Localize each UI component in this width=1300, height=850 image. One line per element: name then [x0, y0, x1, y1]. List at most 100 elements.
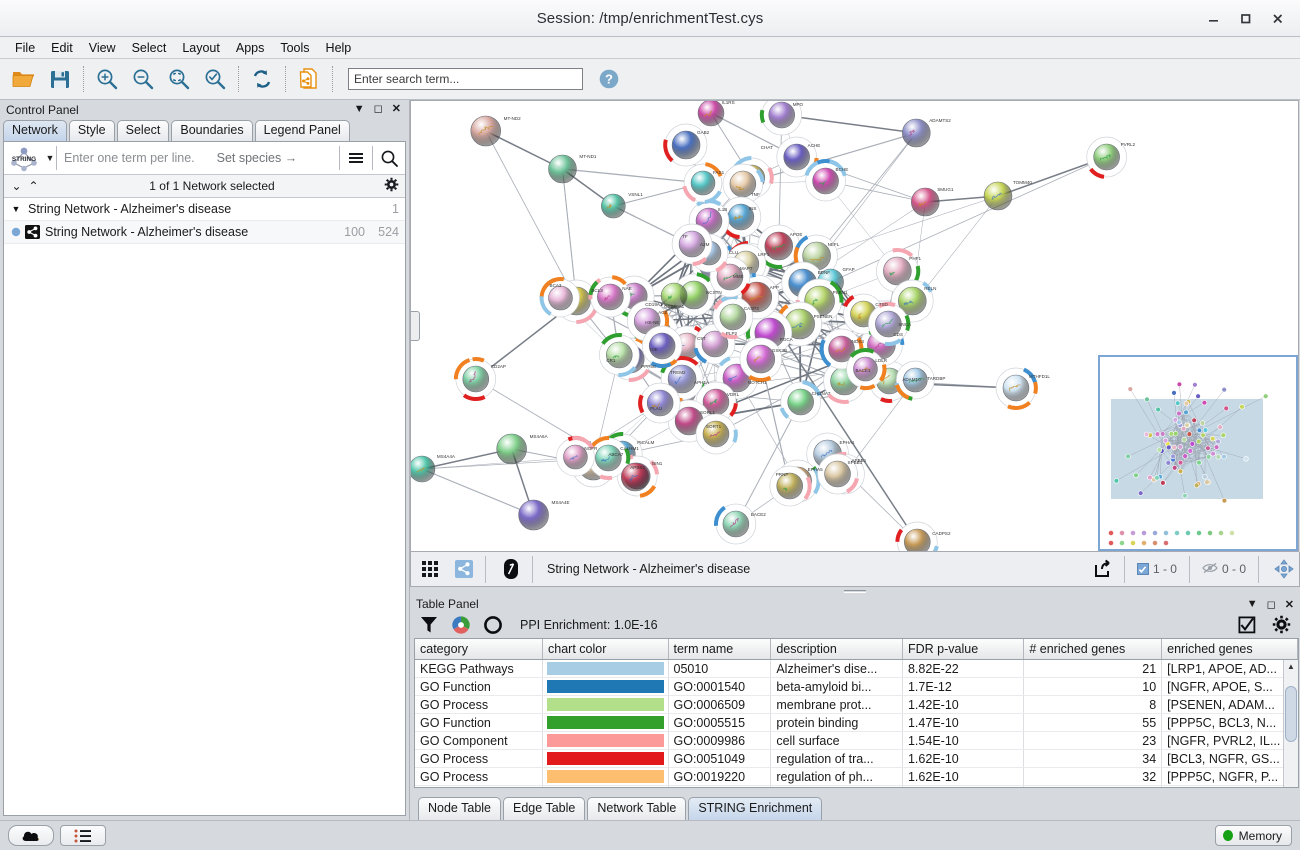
checkbox-checked-icon[interactable] — [1236, 613, 1258, 637]
share-network-icon[interactable] — [449, 556, 479, 583]
network-node[interactable] — [714, 503, 757, 545]
close-icon[interactable] — [1262, 4, 1292, 32]
column-header-chart-color[interactable]: chart color — [542, 638, 669, 661]
network-node[interactable] — [548, 154, 577, 184]
node-sphere[interactable] — [783, 143, 810, 171]
network-node[interactable] — [712, 295, 754, 339]
network-node[interactable] — [671, 223, 713, 266]
network-node[interactable] — [779, 380, 822, 423]
network-node[interactable] — [759, 101, 803, 136]
grid-layout-icon[interactable] — [415, 556, 445, 583]
network-node[interactable] — [588, 275, 631, 318]
tab-network-table[interactable]: Network Table — [587, 797, 687, 820]
tab-style[interactable]: Style — [68, 120, 115, 141]
network-node[interactable] — [663, 123, 708, 167]
node-sphere[interactable] — [702, 420, 730, 448]
tab-select[interactable]: Select — [116, 120, 170, 141]
collapse-all-icon[interactable]: ⌄ — [11, 179, 22, 193]
maximize-icon[interactable] — [1230, 4, 1260, 32]
memory-status[interactable]: Memory — [1214, 825, 1292, 846]
menu-view[interactable]: View — [88, 40, 116, 55]
tab-boundaries[interactable]: Boundaries — [171, 120, 253, 141]
search-input[interactable] — [348, 68, 583, 90]
menu-layout[interactable]: Layout — [182, 40, 220, 55]
node-sphere[interactable] — [601, 193, 626, 219]
tab-network[interactable]: Network — [3, 120, 67, 141]
network-node[interactable] — [660, 282, 688, 310]
network-node[interactable] — [588, 436, 631, 481]
zoom-out-icon[interactable] — [125, 62, 161, 96]
column-header-term-name[interactable]: term name — [668, 638, 772, 661]
enrichment-table-container[interactable]: category chart color term name descripti… — [414, 637, 1299, 788]
network-node[interactable] — [620, 462, 650, 492]
network-node[interactable] — [722, 163, 765, 205]
panel-close-icon[interactable]: ✕ — [1284, 598, 1294, 611]
tab-string-enrichment[interactable]: STRING Enrichment — [688, 797, 823, 820]
node-sphere[interactable] — [741, 281, 773, 313]
table-row[interactable]: GO Function GO:0005515 protein binding 1.47… — [415, 713, 1298, 733]
network-node[interactable] — [902, 118, 931, 148]
node-sphere[interactable] — [828, 335, 855, 363]
open-session-icon[interactable] — [6, 62, 42, 96]
node-sphere[interactable] — [548, 154, 577, 184]
node-sphere[interactable] — [746, 344, 776, 374]
network-node[interactable] — [599, 333, 640, 377]
menu-file[interactable]: File — [15, 40, 36, 55]
node-sphere[interactable] — [903, 367, 928, 393]
node-sphere[interactable] — [548, 285, 573, 311]
network-node[interactable] — [411, 455, 436, 483]
triangle-down-icon[interactable]: ▼ — [11, 204, 21, 214]
chevron-down-icon[interactable]: ▼ — [45, 153, 55, 163]
node-sphere[interactable] — [898, 286, 927, 316]
network-overview-birdseye[interactable] — [1098, 355, 1298, 551]
node-sphere[interactable] — [768, 101, 796, 129]
node-sphere[interactable] — [462, 365, 490, 393]
canvas-side-slider[interactable] — [411, 311, 420, 341]
scroll-up-arrow[interactable]: ▲ — [1287, 662, 1295, 672]
node-sphere[interactable] — [904, 528, 931, 551]
table-row[interactable]: GO Process GO:0019220 regulation of ph... 1… — [415, 767, 1298, 787]
save-session-icon[interactable] — [42, 62, 78, 96]
menu-edit[interactable]: Edit — [51, 40, 73, 55]
menu-help[interactable]: Help — [325, 40, 352, 55]
node-sphere[interactable] — [719, 303, 747, 331]
table-row[interactable]: GO Process GO:0006509 membrane prot... 1.42… — [415, 695, 1298, 715]
panel-float-icon[interactable]: ◻ — [1266, 598, 1276, 611]
filter-funnel-icon[interactable] — [418, 613, 440, 637]
network-node[interactable] — [641, 325, 683, 368]
node-sphere[interactable] — [678, 230, 706, 258]
node-sphere[interactable] — [606, 341, 633, 369]
set-species-link[interactable]: Set species → — [216, 151, 298, 165]
panel-minimize-icon[interactable]: ▼ — [1246, 598, 1258, 611]
expand-all-icon[interactable]: ⌃ — [28, 179, 39, 193]
node-sphere[interactable] — [875, 310, 902, 338]
panel-float-icon[interactable]: ◻ — [373, 103, 383, 115]
donut-chart-icon[interactable] — [482, 613, 504, 637]
network-node[interactable] — [739, 337, 783, 383]
node-sphere[interactable] — [787, 388, 814, 416]
node-sphere[interactable] — [853, 356, 878, 382]
help-icon[interactable]: ? — [595, 65, 623, 93]
network-node[interactable] — [995, 367, 1038, 410]
network-node[interactable] — [817, 453, 859, 495]
string-logo-icon[interactable]: STRING — [4, 142, 44, 174]
network-node[interactable] — [556, 436, 595, 477]
network-node[interactable] — [453, 357, 497, 401]
annotation-icon[interactable] — [496, 556, 526, 583]
menu-tools[interactable]: Tools — [280, 40, 310, 55]
table-vertical-scrollbar[interactable]: ▲ — [1283, 659, 1298, 787]
node-sphere[interactable] — [595, 444, 622, 472]
scrollbar-thumb[interactable] — [1285, 685, 1297, 742]
export-network-icon[interactable] — [291, 62, 327, 96]
menu-apps[interactable]: Apps — [235, 40, 265, 55]
network-node[interactable] — [539, 277, 580, 318]
tab-legend-panel[interactable]: Legend Panel — [254, 120, 350, 141]
network-tree-root-row[interactable]: ▼ String Network - Alzheimer's disease 1 — [4, 198, 405, 221]
task-list-icon[interactable] — [60, 825, 106, 846]
gear-icon[interactable] — [384, 177, 399, 195]
network-node[interactable] — [672, 272, 716, 317]
export-image-icon[interactable] — [1088, 556, 1118, 583]
network-node[interactable] — [894, 360, 935, 401]
panel-close-icon[interactable]: ✕ — [391, 103, 401, 115]
network-node[interactable] — [682, 162, 723, 204]
